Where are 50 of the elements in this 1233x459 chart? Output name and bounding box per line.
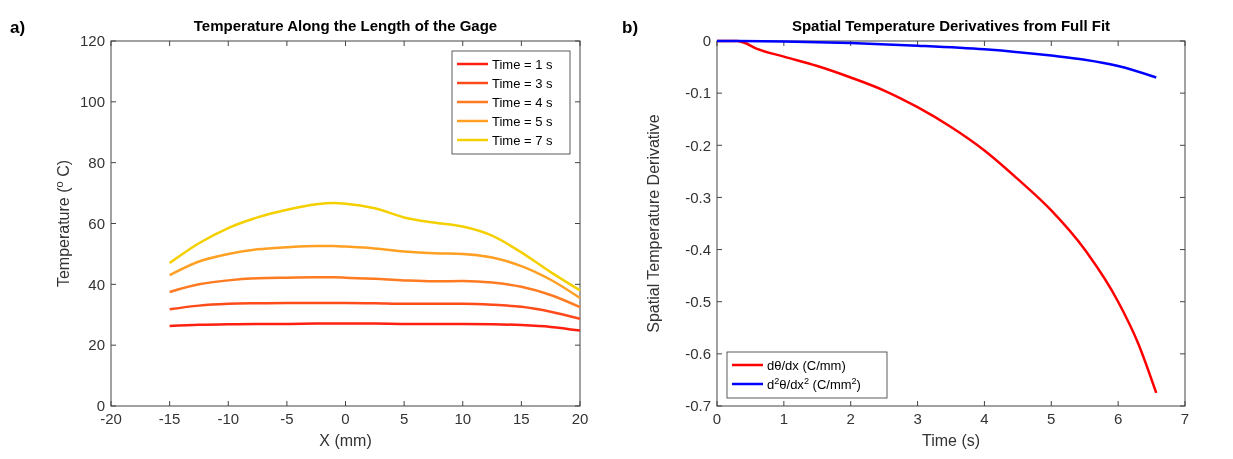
x-tick-label: -15 [158, 410, 181, 427]
x-tick-label: -5 [280, 410, 294, 427]
legend-label: Time = 4 s [492, 94, 554, 110]
x-tick-label: 4 [980, 410, 989, 427]
x-tick-label: 20 [571, 410, 589, 427]
y-tick-label: -0.7 [685, 397, 711, 415]
x-tick-label: 3 [913, 410, 922, 427]
x-tick-label: 6 [1113, 410, 1123, 427]
y-tick-label: -0.1 [685, 84, 711, 102]
legend-label: Time = 7 s [492, 132, 554, 148]
x-tick-label: 1 [779, 410, 789, 427]
x-tick-label: 0 [712, 410, 722, 427]
chart-title: Spatial Temperature Derivatives from Full Fit [791, 17, 1111, 34]
y-tick-label: -0.5 [685, 292, 711, 310]
legend-label: Time = 3 s [492, 75, 554, 91]
text: a) [10, 18, 26, 37]
line-series [168, 322, 582, 332]
y-tick-label: -0.3 [685, 188, 711, 206]
x-tick-label: 15 [513, 410, 530, 427]
y-tick-label: 40 [88, 275, 105, 293]
legend-label: d$^{2}$θ/dx$^{2}$ (C/mm$^{2}$) [767, 375, 861, 392]
y-tick-label: 120 [79, 32, 105, 50]
line-series [168, 244, 582, 300]
y-tick-label: 100 [79, 93, 105, 111]
legend-label: dθ/dx (C/mm) [767, 357, 846, 373]
y-tick-label: -0.6 [685, 345, 711, 363]
legend-label: Time = 1 s [492, 56, 554, 72]
x-axis-title: X (mm) [319, 432, 372, 449]
x-axis-title: Time (s) [921, 432, 981, 449]
x-tick-label: 10 [454, 410, 472, 427]
y-tick-label: -0.2 [685, 136, 711, 154]
x-tick-label: 2 [846, 410, 855, 427]
y-tick-label: 80 [88, 153, 105, 171]
line-series [168, 201, 582, 292]
x-tick-label: 5 [1047, 410, 1056, 427]
line-series [168, 301, 582, 320]
chart-title: Temperature Along the Length of the Gage [193, 17, 498, 34]
y-tick-label: -0.4 [685, 240, 711, 258]
legend-label: Time = 5 s [492, 113, 554, 129]
y-axis-title: Spatial Temperature Derivative [645, 114, 662, 333]
y-tick-label: 60 [88, 214, 105, 232]
x-tick-label: 7 [1180, 410, 1190, 427]
x-tick-label: -10 [217, 410, 240, 427]
line-series [168, 276, 582, 309]
y-tick-label: 20 [88, 336, 105, 354]
x-tick-label: 0 [341, 410, 350, 427]
text: b) [622, 18, 639, 37]
line-series [715, 39, 1158, 79]
y-tick-label: 0 [702, 32, 711, 50]
x-tick-label: 5 [399, 410, 409, 427]
